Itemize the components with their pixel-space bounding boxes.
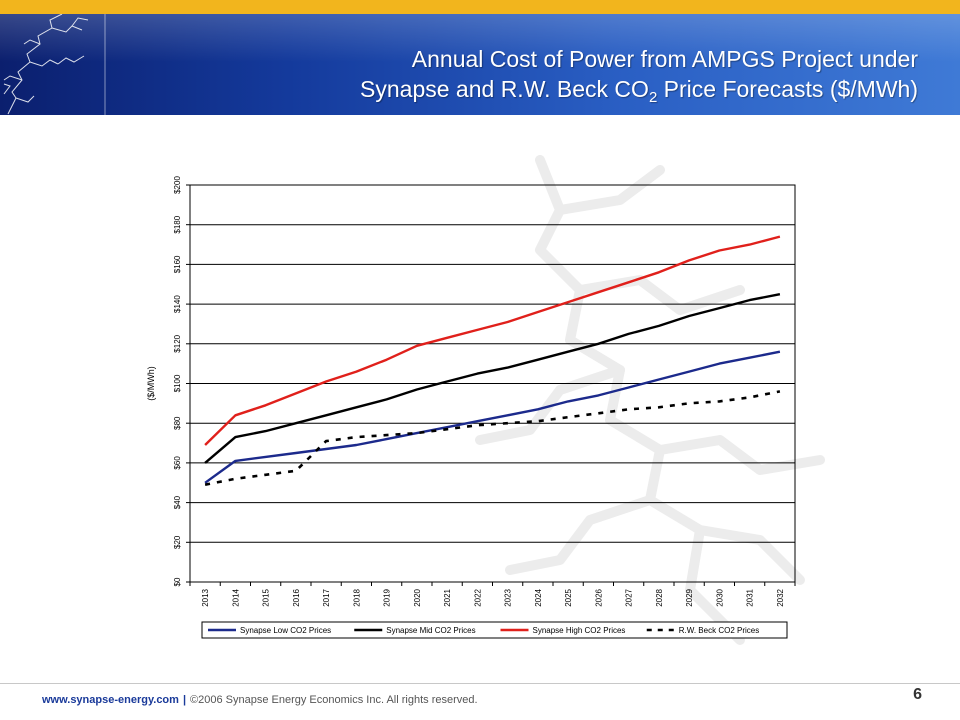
footer-divider — [0, 683, 960, 684]
x-tick-label: 2026 — [594, 588, 603, 606]
y-tick-label: $0 — [173, 577, 182, 586]
footer-separator: | — [182, 694, 187, 706]
title-line-1: Annual Cost of Power from AMPGS Project … — [411, 46, 918, 72]
x-tick-label: 2031 — [746, 588, 755, 606]
x-tick-label: 2025 — [564, 588, 573, 606]
y-tick-label: $100 — [173, 374, 182, 392]
x-tick-label: 2022 — [473, 588, 482, 606]
background-watermark — [475, 155, 825, 645]
accent-bar — [0, 0, 960, 14]
x-tick-label: 2021 — [443, 588, 452, 606]
title-line-2-prefix: Synapse and R.W. Beck CO — [360, 76, 649, 102]
x-tick-label: 2014 — [231, 588, 240, 606]
x-tick-label: 2027 — [625, 588, 634, 606]
title-line-2: Synapse and R.W. Beck CO2 Price Forecast… — [158, 74, 918, 106]
x-tick-label: 2023 — [504, 588, 513, 606]
x-tick-label: 2032 — [776, 588, 785, 606]
slide-header: Annual Cost of Power from AMPGS Project … — [0, 14, 960, 115]
series-line-3 — [204, 390, 781, 486]
y-tick-label: $160 — [173, 255, 182, 273]
y-axis-title-group: ($/MWh) — [146, 366, 156, 401]
header-shine — [0, 14, 960, 62]
x-tick-label: 2018 — [352, 588, 361, 606]
legend-box — [201, 621, 788, 639]
slide-title: Annual Cost of Power from AMPGS Project … — [158, 44, 918, 106]
series-line-2 — [204, 235, 781, 446]
series-line-1 — [204, 293, 781, 464]
x-tick-label: 2015 — [262, 588, 271, 606]
chart-legend: Synapse Low CO2 Prices Synapse Mid CO2 Pr… — [201, 621, 788, 639]
series-lines — [204, 235, 781, 486]
lightning-fractal-icon — [3, 14, 89, 115]
y-tick-label: $80 — [173, 416, 182, 430]
y-tick-labels: $0 $20 $40 $60 $80 $100 $120 $140 $160 $180 $200 — [173, 176, 182, 587]
x-tick-label: 2024 — [534, 588, 543, 606]
cost-of-power-chart: ($/MWh) $0 $20 $40 $60 $80 $100 $120 $140 $160 $1… — [146, 176, 796, 639]
x-tick-label: 2013 — [201, 588, 210, 606]
legend-entry-label: Synapse Mid CO2 Prices — [386, 626, 475, 635]
y-tick-label: $40 — [173, 495, 182, 509]
title-line-2-suffix: Price Forecasts ($/MWh) — [657, 76, 918, 102]
legend-entry-label: R.W. Beck CO2 Prices — [679, 626, 759, 635]
x-tick-label: 2016 — [292, 588, 301, 606]
x-tick-label: 2017 — [322, 588, 331, 606]
y-tick-label: $60 — [173, 456, 182, 470]
x-tick-label: 2028 — [655, 588, 664, 606]
footer-url-link[interactable]: www.synapse-energy.com — [42, 694, 179, 706]
x-tick-label: 2030 — [715, 588, 724, 606]
x-tick-label: 2029 — [685, 588, 694, 606]
series-line-0 — [204, 350, 781, 484]
x-tick-label: 2020 — [413, 588, 422, 606]
page-number: 6 — [913, 686, 922, 703]
title-subscript: 2 — [648, 89, 658, 106]
y-tick-label: $180 — [173, 215, 182, 233]
legend-entry-label: Synapse High CO2 Prices — [533, 626, 626, 635]
y-axis-title: ($/MWh) — [146, 366, 156, 401]
header-divider — [104, 14, 106, 115]
footer-copyright: ©2006 Synapse Energy Economics Inc. All … — [190, 694, 478, 706]
y-tick-label: $20 — [173, 535, 182, 549]
legend-entry-label: Synapse Low CO2 Prices — [240, 626, 331, 635]
gridlines — [186, 184, 796, 586]
footer: www.synapse-energy.com | ©2006 Synapse Ene… — [42, 694, 478, 706]
x-tick-label: 2019 — [383, 588, 392, 606]
y-tick-label: $200 — [173, 176, 182, 194]
y-tick-label: $140 — [173, 295, 182, 313]
x-tick-labels: 2013 2014 2015 2016 2017 2018 2019 2020 2021 2022… — [201, 588, 785, 606]
y-tick-label: $120 — [173, 334, 182, 352]
